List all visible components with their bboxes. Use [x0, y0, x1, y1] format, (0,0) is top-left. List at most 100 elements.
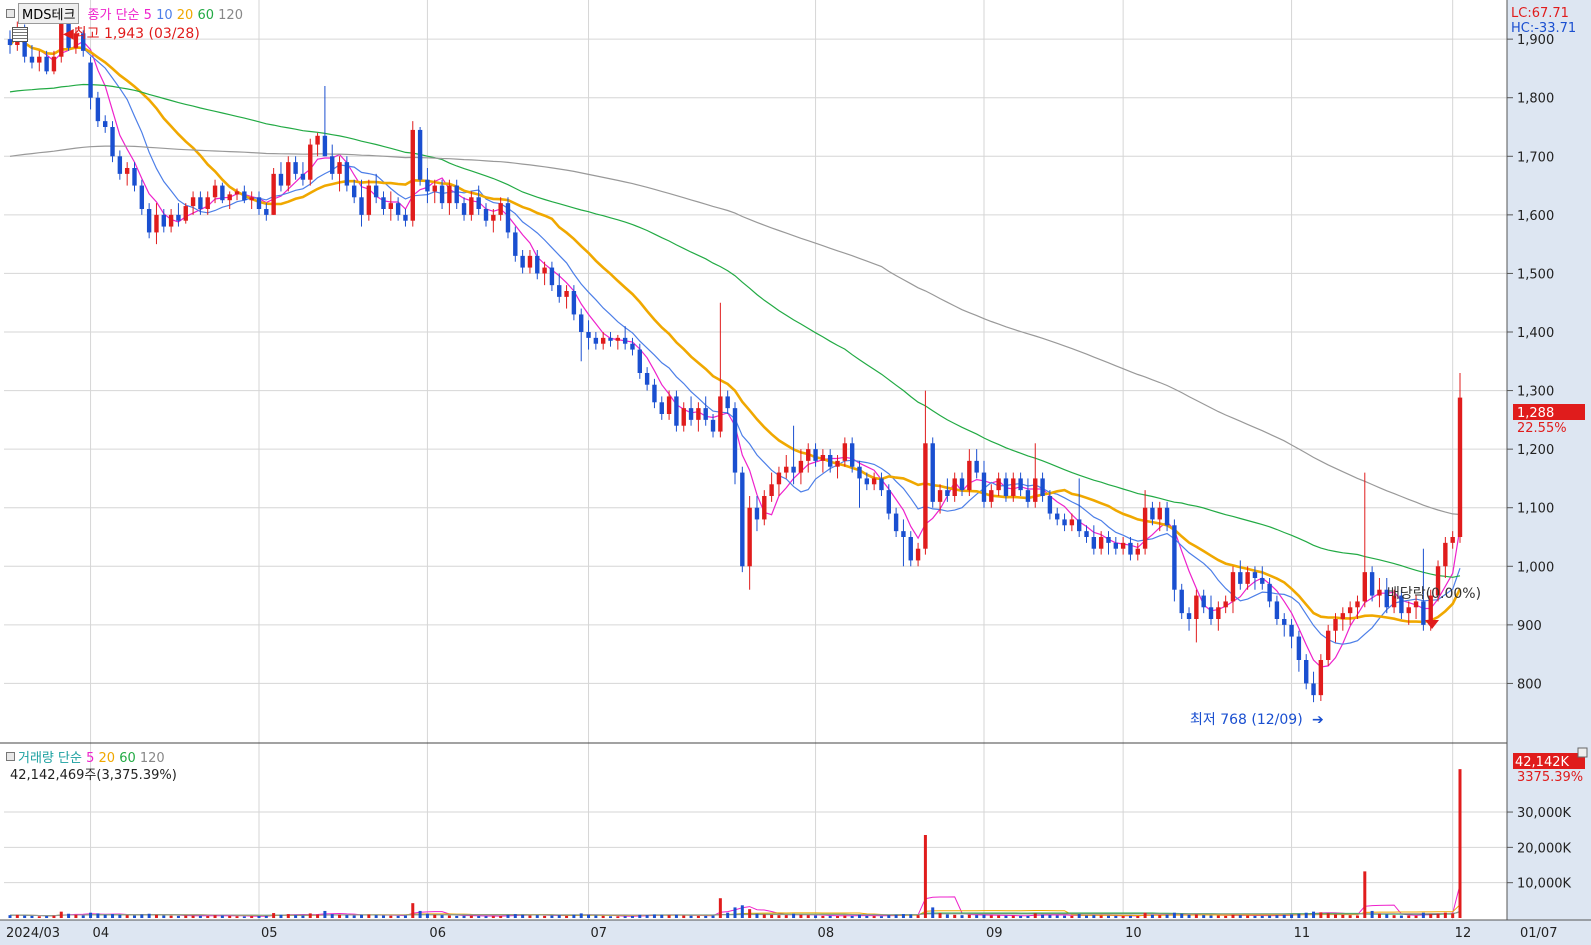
volume-bar: [228, 915, 232, 918]
candle-body: [1142, 507, 1148, 549]
candle-body: [527, 255, 533, 268]
volume-bar: [711, 915, 715, 918]
volume-bar: [330, 914, 334, 918]
volume-bar: [594, 915, 598, 918]
volume-bar: [242, 916, 246, 918]
candle-body: [1120, 542, 1126, 549]
candle-body: [1164, 507, 1170, 526]
volume-bar: [1026, 915, 1030, 918]
ex-dividend-annotation: 배당락(0.00%): [1387, 586, 1481, 602]
date-label: 04: [93, 926, 110, 941]
volume-bar: [345, 915, 349, 918]
candle-body: [381, 197, 386, 209]
candle-body: [571, 291, 577, 315]
candle-body: [190, 197, 196, 207]
candle-body: [776, 472, 782, 485]
volume-bar: [909, 914, 913, 918]
price-tick-label: 1,300: [1517, 385, 1554, 400]
candle-body: [469, 197, 474, 215]
candle-body: [637, 349, 642, 373]
candle-body: [908, 537, 913, 561]
candle-body: [1384, 589, 1389, 608]
vlegend-ma60: 60: [119, 751, 136, 766]
volume-bar: [843, 915, 847, 918]
price-tick-label: 1,800: [1517, 92, 1554, 107]
candle-body: [1457, 397, 1463, 537]
volume-bar: [338, 914, 342, 918]
candle-body: [593, 337, 599, 344]
candle-body: [95, 97, 101, 122]
volume-bar: [198, 915, 202, 918]
candle-body: [176, 214, 181, 221]
candle-body: [864, 478, 870, 485]
volume-bar: [784, 915, 788, 918]
volume-bar: [565, 915, 569, 918]
candle-body: [344, 162, 350, 186]
volume-bar: [367, 914, 371, 918]
candle-body: [828, 455, 833, 467]
volume-bar: [294, 915, 298, 918]
candle-body: [879, 478, 884, 491]
volume-bar: [1246, 915, 1250, 918]
price-tick-label: 1,900: [1517, 33, 1554, 48]
candle-body: [1113, 542, 1119, 549]
volume-bar: [1392, 915, 1396, 918]
candle-body: [674, 396, 679, 426]
volume-bar: [235, 916, 239, 918]
candle-body: [1443, 542, 1448, 567]
volume-bar: [733, 907, 737, 918]
stock-name-button[interactable]: MDS테크: [18, 3, 80, 24]
volume-panel-close-button[interactable]: [1577, 747, 1588, 758]
candle-body: [1347, 607, 1353, 614]
volume-bar: [1070, 915, 1074, 918]
chart-settings-icon[interactable]: [12, 27, 28, 42]
volume-bar: [1290, 914, 1294, 918]
volume-bar: [506, 914, 510, 918]
volume-legend: 거래량 단순 5 20 60 120: [6, 747, 165, 766]
candle-body: [1062, 519, 1067, 526]
candle-body: [66, 18, 71, 48]
volume-bar: [1194, 914, 1198, 918]
volume-bar: [616, 916, 620, 918]
candle-body: [351, 185, 357, 198]
current-price-value: 1,288: [1517, 406, 1554, 421]
volume-bar: [1326, 913, 1330, 918]
candle-body: [981, 472, 987, 502]
candle-body: [205, 197, 210, 209]
candle-body: [622, 337, 628, 344]
volume-bar: [989, 915, 993, 918]
candle-body: [549, 267, 555, 286]
date-axis-labels: 2024/030405060708091011122025/0101/07: [6, 926, 1557, 941]
volume-bar: [623, 916, 627, 918]
candle-body: [740, 472, 745, 567]
volume-panel-toggle-icon[interactable]: [6, 752, 15, 761]
candle-body: [835, 460, 840, 467]
volume-bar: [726, 912, 730, 918]
candle-body: [586, 332, 591, 338]
candle-body: [1435, 566, 1441, 596]
volume-bar: [96, 913, 100, 918]
volume-bar: [1209, 915, 1213, 918]
candle-body: [124, 168, 130, 174]
candle-body: [813, 449, 818, 461]
candle-body: [725, 396, 730, 409]
candle-body: [359, 197, 364, 215]
candle-body: [696, 408, 701, 420]
vlegend-ma120: 120: [139, 751, 165, 766]
candle-body: [403, 214, 408, 221]
candle-body: [22, 27, 27, 57]
candle-body: [286, 162, 291, 186]
volume-bar: [477, 916, 481, 918]
candle-body: [871, 478, 877, 485]
candle-body: [791, 466, 796, 473]
volume-bar: [1363, 871, 1367, 918]
legend-ma60: 60: [197, 8, 215, 23]
volume-bar: [1041, 914, 1045, 918]
candle-body: [51, 56, 57, 72]
candle-body: [1362, 572, 1367, 602]
volume-bar: [213, 915, 217, 918]
ma60-line: [9, 83, 1461, 578]
panel-toggle-icon[interactable]: [6, 9, 15, 18]
volume-bar: [872, 916, 876, 918]
